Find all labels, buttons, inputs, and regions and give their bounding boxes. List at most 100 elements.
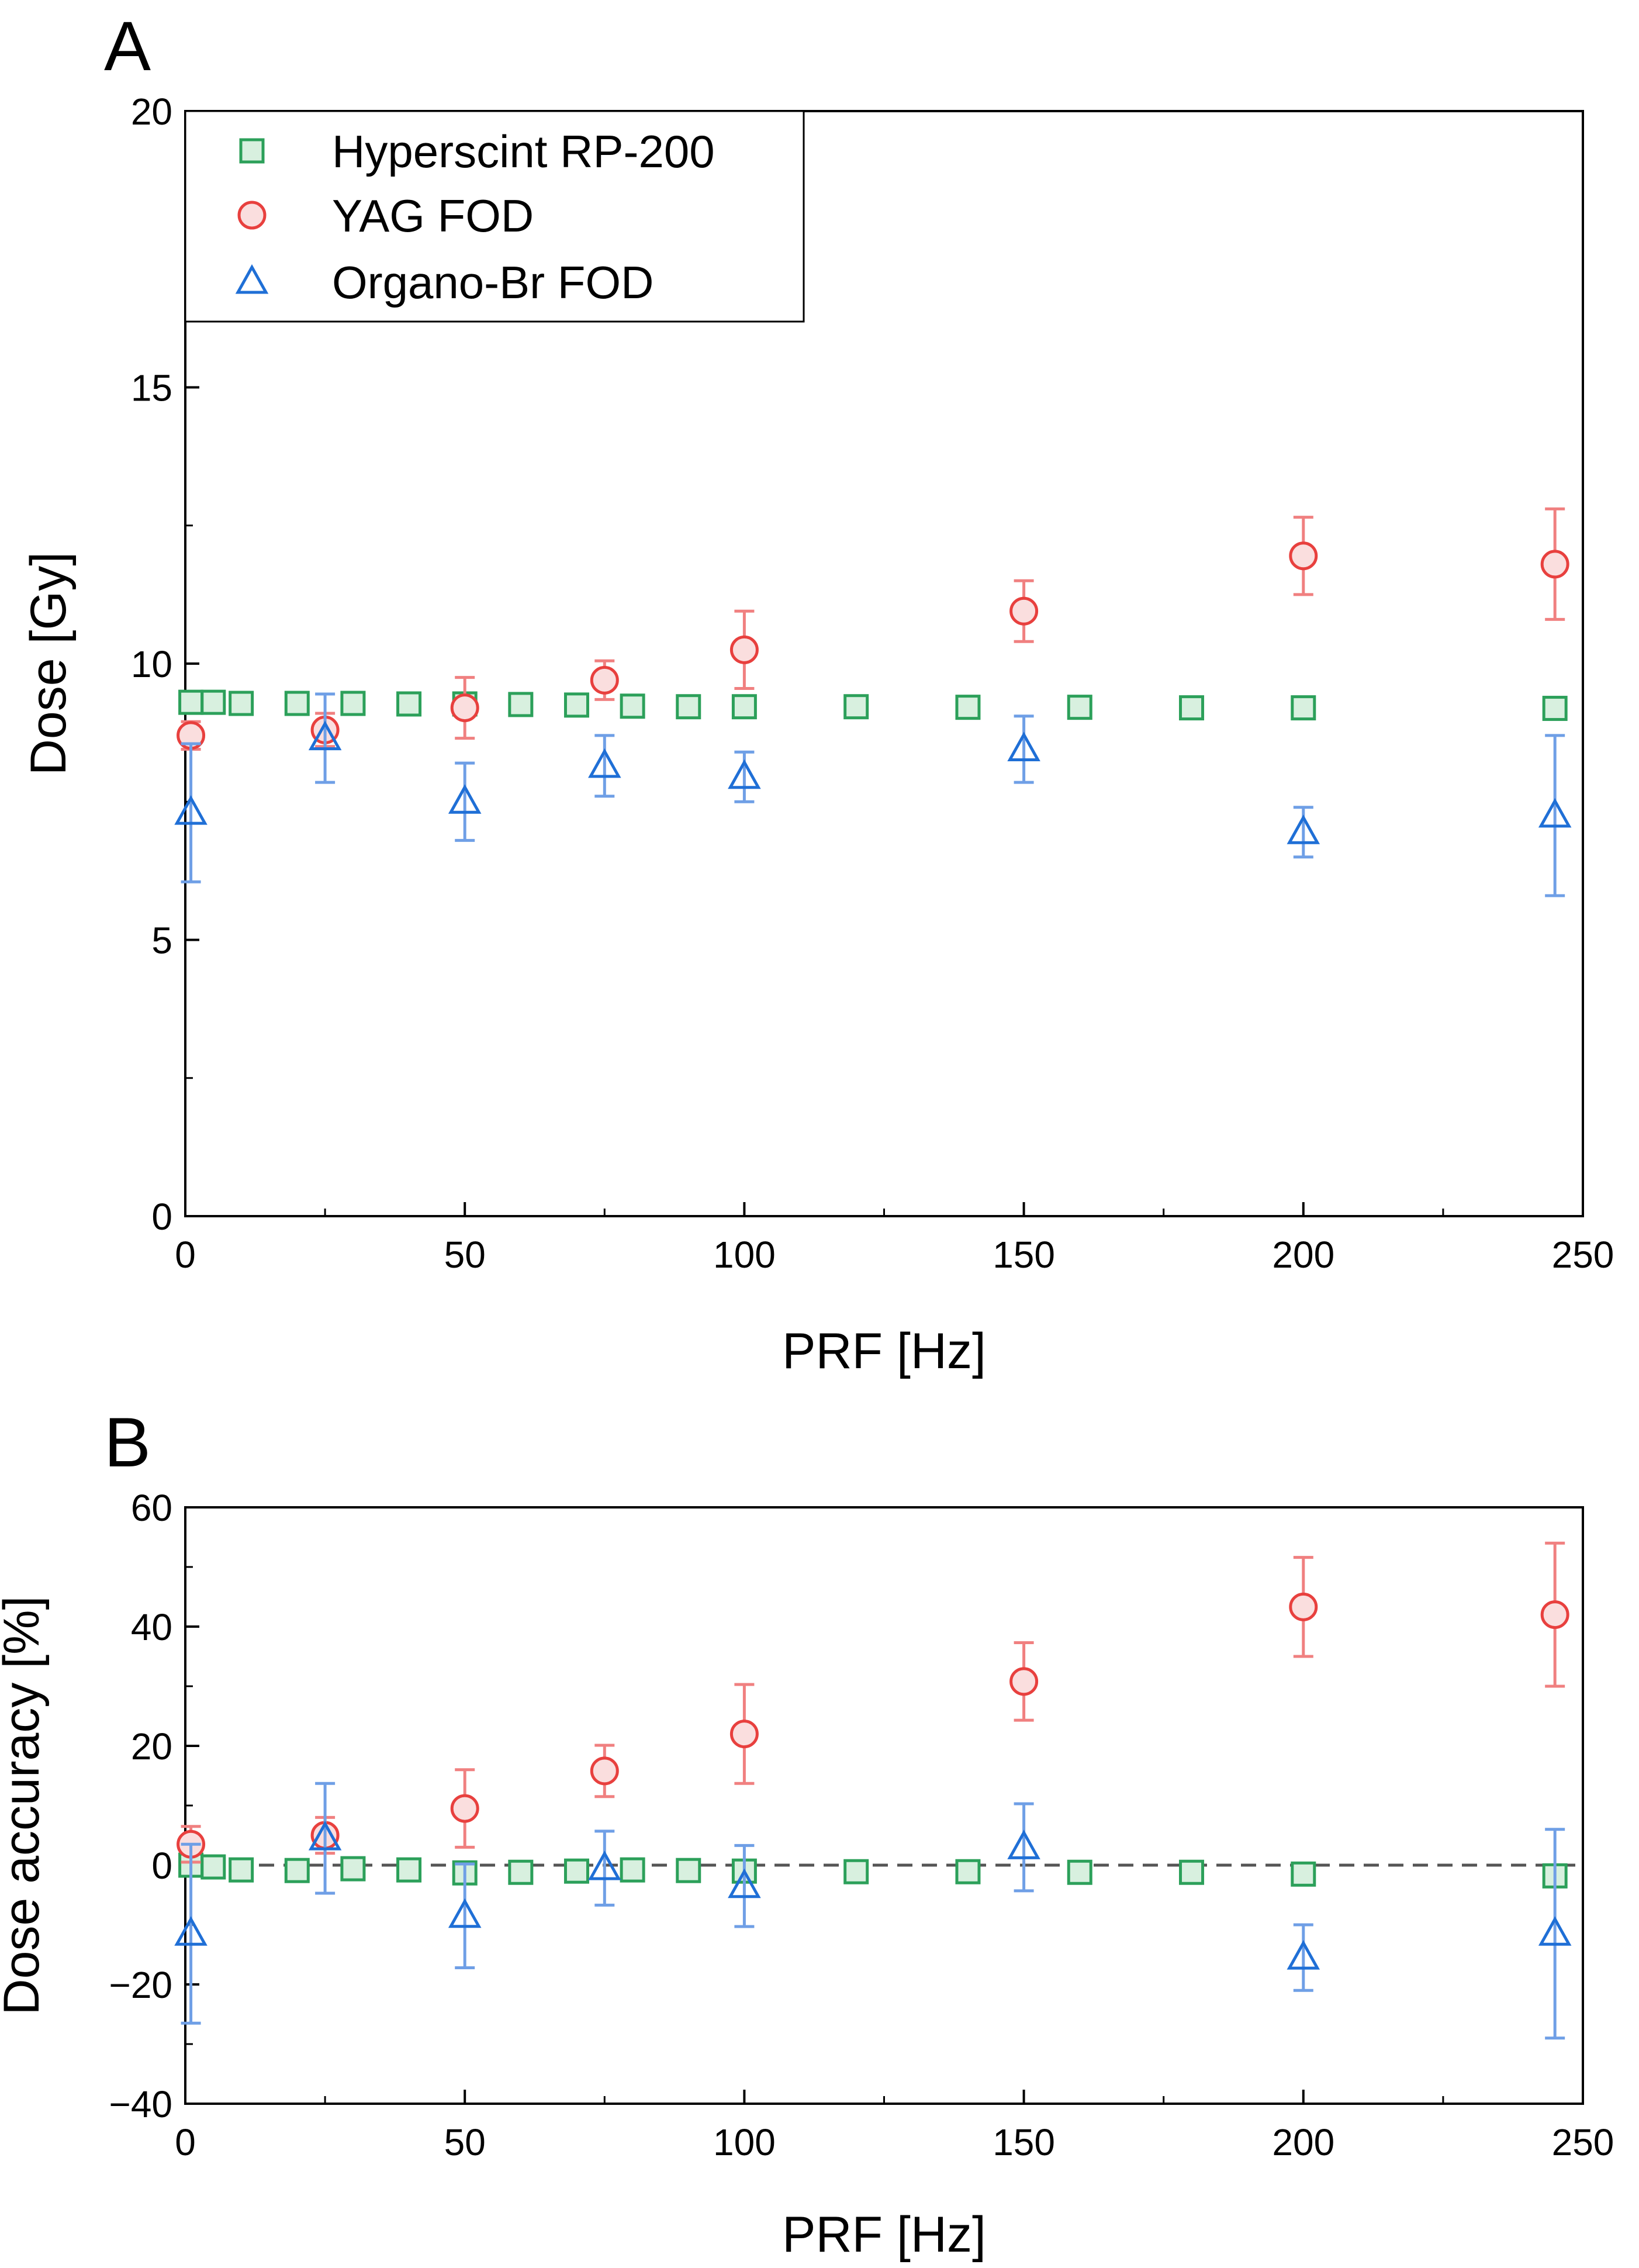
data-point-triangle	[1287, 1939, 1320, 1970]
x-tick-label: 0	[175, 2121, 196, 2163]
data-point-square	[731, 694, 757, 720]
data-point-circle	[1009, 1667, 1039, 1696]
series-triangle	[174, 1782, 1572, 2040]
data-point-square	[1291, 695, 1316, 721]
legend-label: Hyperscint RP-200	[332, 126, 715, 177]
data-point-circle	[590, 665, 619, 695]
data-point-square	[1067, 695, 1092, 720]
data-point-square	[229, 691, 254, 716]
y-tick-label: 5	[151, 920, 172, 962]
series-triangle	[174, 692, 1572, 897]
data-point-circle	[1540, 1600, 1569, 1630]
data-point-triangle	[728, 759, 761, 789]
data-point-square	[620, 693, 645, 719]
data-point-square	[1067, 1859, 1092, 1885]
data-point-circle	[1289, 541, 1318, 571]
data-point-square	[340, 1856, 366, 1882]
y-tick-label: 10	[131, 643, 172, 685]
x-tick-label: 200	[1272, 2121, 1334, 2163]
data-point-triangle	[308, 720, 342, 751]
x-tick-label: 150	[993, 2121, 1055, 2163]
data-point-square	[200, 689, 226, 715]
x-tick-label: 0	[175, 1234, 196, 1276]
data-point-square	[284, 691, 310, 716]
data-point-square	[843, 1859, 869, 1884]
data-point-triangle	[588, 1850, 621, 1880]
data-point-square	[1179, 695, 1205, 721]
data-point-triangle	[448, 784, 482, 814]
data-point-circle	[1289, 1592, 1318, 1621]
data-point-square	[508, 1859, 534, 1885]
legend-box	[184, 110, 805, 323]
x-tick-label: 250	[1552, 1234, 1614, 1276]
data-point-triangle	[174, 795, 208, 825]
y-tick-label: −40	[109, 2083, 172, 2125]
data-point-square	[178, 689, 204, 715]
x-tick-label: 200	[1272, 1234, 1334, 1276]
data-point-square	[1179, 1859, 1205, 1885]
y-tick-label: 60	[131, 1487, 172, 1529]
panel-a-plot: 0 50 100 150 200 250 0 5 10 15 20 PRF [Hz] Dose [Gy]	[20, 91, 1614, 1379]
panel-b-label: B	[104, 1403, 151, 1482]
data-point-circle	[590, 1756, 619, 1786]
y-axis-title: Dose accuracy [%]	[0, 1596, 50, 2015]
data-point-square	[396, 691, 422, 717]
data-point-square	[340, 691, 366, 716]
data-point-triangle	[174, 1916, 208, 1946]
panel-a: A 0 50 100 150 200 250 0 5 10 15 20 PRF [Hz] Dose [G…	[20, 7, 1614, 1379]
data-point-square	[676, 694, 701, 720]
legend-label: Organo-Br FOD	[332, 257, 653, 308]
data-point-square	[563, 692, 589, 718]
data-point-triangle	[1287, 814, 1320, 844]
plot-frame	[184, 1506, 1584, 2105]
y-tick-label: 20	[131, 1725, 172, 1768]
x-tick-label: 150	[993, 1234, 1055, 1276]
y-tick-label: −20	[109, 1964, 172, 2006]
data-point-triangle	[448, 1898, 482, 1928]
data-point-square	[396, 1857, 422, 1883]
legend: Hyperscint RP-200 YAG FOD Organo-Br FOD	[184, 110, 805, 323]
data-point-square	[1291, 1861, 1316, 1887]
legend-marker-triangle	[235, 264, 269, 294]
data-point-square	[1542, 696, 1568, 722]
x-axis-title: PRF [Hz]	[782, 2207, 986, 2263]
data-point-triangle	[1538, 798, 1572, 828]
x-tick-label: 250	[1552, 2121, 1614, 2163]
legend-marker-square	[239, 138, 265, 164]
data-point-circle	[450, 1794, 479, 1823]
x-tick-label: 100	[713, 2121, 776, 2163]
panel-a-label: A	[104, 7, 151, 85]
data-point-circle	[1540, 550, 1569, 579]
x-tick-label: 50	[444, 2121, 486, 2163]
data-point-triangle	[1007, 731, 1040, 761]
y-tick-label: 40	[131, 1606, 172, 1648]
data-point-square	[843, 694, 869, 720]
legend-marker-circle	[237, 201, 267, 230]
y-tick-label: 15	[131, 367, 172, 409]
data-point-triangle	[308, 1820, 342, 1851]
data-point-triangle	[588, 748, 621, 778]
data-point-circle	[729, 635, 759, 664]
series-square	[178, 1852, 1568, 1889]
data-point-square	[955, 695, 981, 720]
data-point-square	[563, 1858, 589, 1884]
data-point-triangle	[1538, 1916, 1572, 1946]
x-axis-title: PRF [Hz]	[782, 1323, 986, 1379]
data-point-square	[508, 692, 534, 717]
panel-b: B 0 50 100 150 200 250 −40 −20 0 20 40 60 PRF [Hz] Do…	[0, 1403, 1614, 2263]
data-point-square	[284, 1858, 310, 1883]
data-point-circle	[729, 1720, 759, 1749]
panel-b-plot: 0 50 100 150 200 250 −40 −20 0 20 40 60 PRF [Hz] Dose…	[0, 1487, 1614, 2263]
legend-label: YAG FOD	[332, 190, 534, 241]
data-point-square	[229, 1857, 254, 1883]
data-point-square	[955, 1859, 981, 1884]
data-point-square	[676, 1858, 701, 1883]
x-tick-label: 50	[444, 1234, 486, 1276]
data-point-circle	[450, 693, 479, 723]
data-point-triangle	[1007, 1829, 1040, 1859]
series-square	[178, 689, 1568, 722]
series-circle	[177, 507, 1569, 751]
y-tick-label: 0	[151, 1845, 172, 1887]
y-tick-label: 20	[131, 91, 172, 133]
